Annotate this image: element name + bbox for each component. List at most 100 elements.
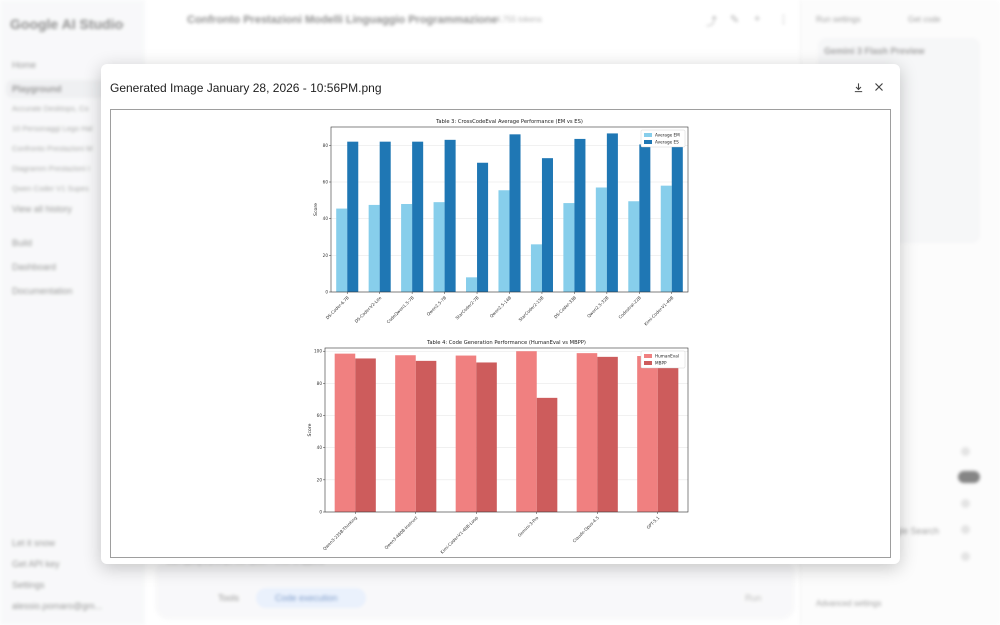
sidebar-item-build[interactable]: Build [12, 238, 33, 248]
setting-dot[interactable] [961, 447, 970, 456]
chart1-xtick-label: Qwen2.5-14B [489, 295, 513, 319]
sidebar-item-api-key[interactable]: Get API key [12, 559, 60, 569]
chart1-legend-label: Average ES [655, 140, 679, 145]
close-button[interactable] [871, 79, 887, 95]
setting-dot[interactable] [961, 499, 970, 508]
sidebar-item-dashboard[interactable]: Dashboard [12, 262, 57, 272]
add-icon[interactable]: + [754, 13, 761, 25]
chart1-xtick-label: DS-Coder-6.7B [325, 295, 350, 320]
sidebar-item-home[interactable]: Home [12, 60, 37, 70]
history-item[interactable]: Accurate Desktops, Co [12, 104, 89, 113]
chart2-bar [415, 360, 437, 512]
chart2-ytick-label: 100 [314, 349, 322, 354]
chart1-bar [466, 277, 478, 292]
account-email[interactable]: alessio.pomaro@gm... [12, 601, 103, 611]
sidebar-item-settings[interactable]: Settings [12, 580, 45, 590]
history-item[interactable]: Confronto Prestazioni M [12, 144, 93, 153]
chart1-bar [541, 158, 553, 292]
setting-dot[interactable] [961, 525, 970, 534]
chart2-bar [576, 353, 598, 512]
chart1-bar [530, 244, 542, 292]
chart1-bar [639, 144, 651, 292]
code-execution-chip[interactable] [256, 588, 366, 608]
chart2-bar [476, 362, 497, 512]
chart1-bar [412, 141, 424, 292]
chart2-xtick-label: Claude-Opus-4.5 [572, 515, 601, 544]
chart1-xtick-label: StarCoder2-15B [518, 295, 545, 322]
setting-dot[interactable] [961, 552, 970, 561]
sidebar-item-let-it-snow[interactable]: Let it snow [12, 538, 56, 548]
chart1-bar [401, 204, 413, 292]
chart2-legend-label: MBPP [655, 361, 667, 366]
chart1-bar [563, 203, 575, 292]
history-item[interactable]: Diagramm Prestazioni I [12, 164, 90, 173]
chart1-xtick-label: StarCoder2-7B [454, 295, 479, 320]
chart2-ylabel: Score [307, 423, 313, 436]
chart1-ytick-label: 20 [323, 253, 329, 258]
more-icon[interactable]: ⋮ [778, 14, 789, 26]
chart1-xtick-label: DS-Coder-33B [553, 295, 577, 319]
download-button[interactable] [850, 79, 866, 95]
chart1-bar [606, 133, 618, 292]
chart1-ytick-label: 0 [325, 290, 328, 295]
chart2-ytick-label: 40 [317, 445, 323, 450]
chart1-bar [379, 141, 391, 292]
edit-icon[interactable]: ✎ [730, 14, 740, 26]
chart1-xtick-label: Kimi-Coder-V1-40B [643, 295, 674, 326]
chart1-title: Table 3: CrossCodeEval Average Performan… [435, 119, 583, 125]
chart2-legend-label: HumanEval [655, 354, 679, 359]
share-icon[interactable]: ⤴ [706, 16, 717, 28]
prompt-input[interactable] [155, 560, 795, 620]
chart1-bar [336, 208, 348, 292]
chart2-bar [455, 355, 477, 512]
chart1-bar [433, 202, 445, 292]
sidebar-item-documentation[interactable]: Documentation [12, 286, 73, 296]
history-item[interactable]: 10 Personaggi Lego Hal [12, 124, 93, 133]
image-viewer-modal: Generated Image January 28, 2026 - 10:56… [101, 64, 900, 564]
chevron-down-icon[interactable]: ⌄ [118, 18, 127, 29]
chart1-bar [628, 201, 640, 292]
run-settings-label: Run settings [816, 15, 861, 24]
chart2-xtick-label: Qwen3-235B-Thinking [322, 515, 358, 551]
chart2-bar [597, 356, 618, 512]
chart2-bar [536, 397, 558, 512]
view-all-history-link[interactable]: View all history [12, 204, 72, 214]
chart2-axes-frame [324, 347, 689, 513]
tools-button[interactable]: Tools [218, 593, 240, 603]
chart2-ytick-label: 20 [317, 477, 323, 482]
chart1-bar [477, 162, 489, 292]
brand-logo: Google AI Studio [10, 16, 124, 32]
history-item[interactable]: Qwen Coder V1 Supes [12, 184, 89, 193]
modal-title: Generated Image January 28, 2026 - 10:56… [110, 81, 382, 95]
generated-image: Table 3: CrossCodeEval Average Performan… [110, 109, 891, 558]
chart1-legend-swatch [644, 133, 652, 137]
run-button[interactable]: Run [745, 593, 762, 603]
chart1-legend-swatch [644, 140, 652, 144]
chart2-xtick-label: Gemini-3-Pro [517, 515, 540, 538]
token-count: 4,755 tokens [496, 15, 542, 24]
chart1-bar [347, 141, 359, 292]
toggle-switch[interactable] [958, 471, 980, 483]
chart2-legend-swatch [644, 354, 652, 358]
google-search-label: gle Search [896, 526, 940, 536]
chart2-bar [355, 358, 376, 512]
chart2-xtick-label: Qwen3-480B-Instruct [383, 515, 418, 550]
chart1-bar [444, 139, 456, 292]
chart2-xtick-label: Kimi-Coder-V1-40B-Loop [439, 515, 479, 555]
chart1-bar [368, 204, 380, 292]
chart1-xtick-label: Qwen2.5-32B [586, 295, 610, 319]
get-code-button[interactable]: Get code [908, 15, 941, 24]
chart1-axes-frame [330, 126, 689, 293]
chart1-xtick-label: Codestral-22B [617, 295, 642, 320]
chart1-bar [595, 187, 607, 292]
advanced-settings-label[interactable]: Advanced settings [816, 599, 882, 608]
chart2-ytick-label: 0 [319, 510, 322, 515]
chart1-xtick-label: DS-Coder-V2-Lite [354, 295, 383, 324]
chart2-bar [516, 351, 537, 512]
chart2-bar [657, 363, 679, 512]
chart1-bar [574, 138, 586, 292]
close-icon [875, 83, 883, 91]
chart1-xtick-label: Qwen2.5-7B [426, 295, 448, 317]
chart1-bar [671, 141, 683, 292]
chart2-bar [637, 356, 658, 512]
